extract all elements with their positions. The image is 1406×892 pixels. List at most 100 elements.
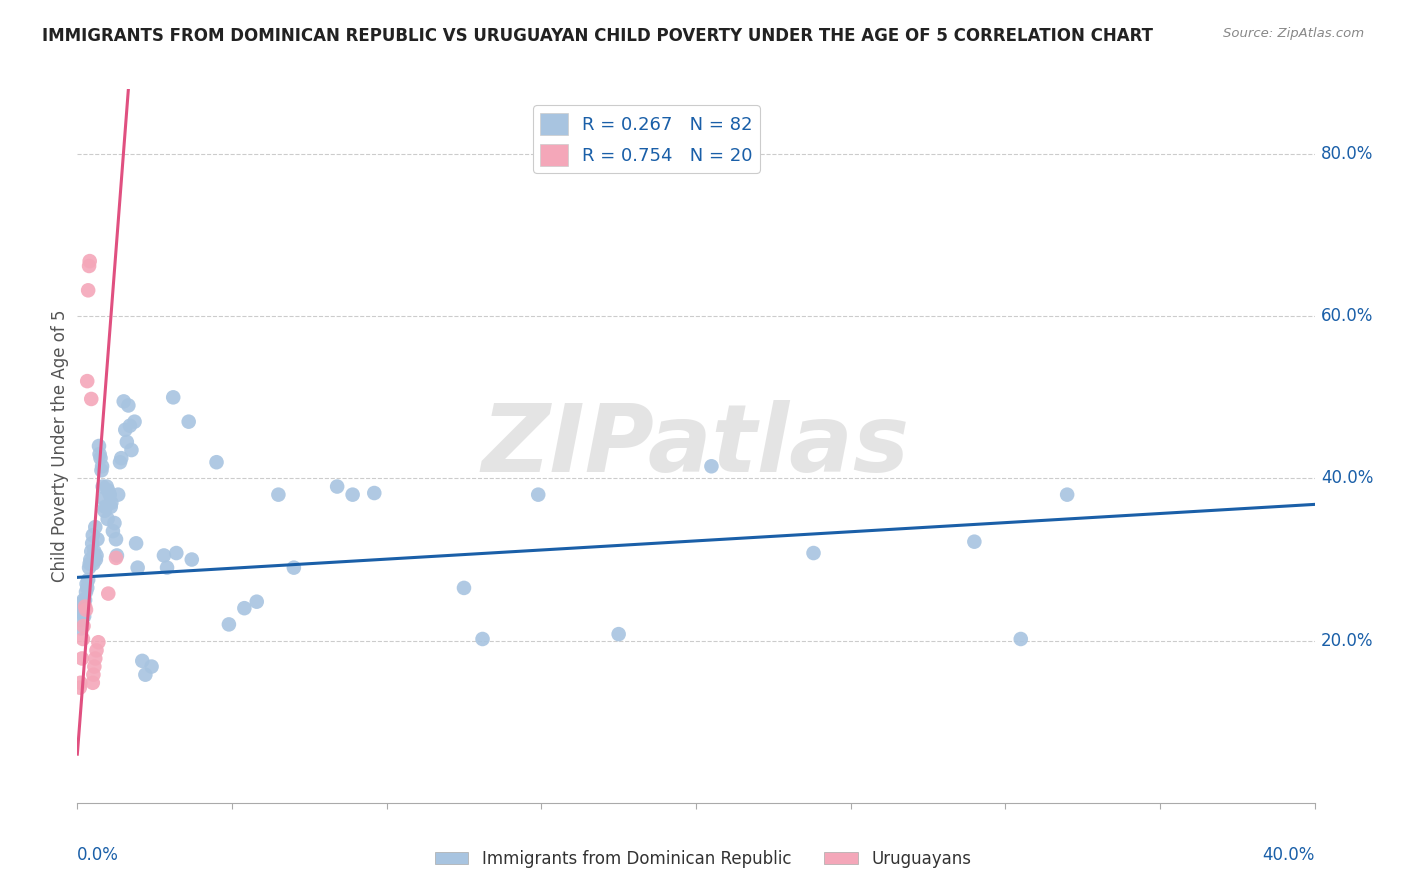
Y-axis label: Child Poverty Under the Age of 5: Child Poverty Under the Age of 5 — [51, 310, 69, 582]
Point — [1056, 488, 1078, 502]
Point — [72, 619, 94, 633]
Text: 80.0%: 80.0% — [1320, 145, 1374, 163]
Point — [97, 483, 120, 498]
Point — [98, 488, 121, 502]
Point — [527, 488, 550, 502]
Point — [283, 560, 305, 574]
Point — [80, 392, 103, 406]
Point — [86, 549, 108, 563]
Point — [180, 552, 202, 566]
Point — [218, 617, 240, 632]
Point — [77, 560, 100, 574]
Point — [177, 415, 200, 429]
Point — [84, 651, 107, 665]
Point — [115, 434, 138, 449]
Point — [86, 533, 108, 547]
Point — [72, 593, 94, 607]
Point — [83, 544, 105, 558]
Point — [246, 595, 269, 609]
Text: 40.0%: 40.0% — [1320, 469, 1374, 487]
Point — [70, 601, 93, 615]
Point — [73, 609, 96, 624]
Point — [110, 451, 132, 466]
Point — [108, 455, 131, 469]
Point — [75, 603, 97, 617]
Point — [79, 557, 101, 571]
Point — [700, 459, 723, 474]
Point — [453, 581, 475, 595]
Point — [70, 622, 93, 636]
Point — [103, 516, 125, 530]
Point — [363, 486, 385, 500]
Point — [82, 528, 104, 542]
Point — [112, 394, 135, 409]
Point — [77, 283, 100, 297]
Legend: Immigrants from Dominican Republic, Uruguayans: Immigrants from Dominican Republic, Urug… — [429, 844, 977, 875]
Point — [70, 651, 93, 665]
Point — [342, 488, 364, 502]
Point — [131, 654, 153, 668]
Point — [162, 390, 184, 404]
Point — [107, 488, 129, 502]
Point — [134, 667, 156, 681]
Point — [141, 659, 163, 673]
Point — [165, 546, 187, 560]
Point — [86, 643, 108, 657]
Point — [69, 613, 91, 627]
Point — [82, 675, 104, 690]
Point — [82, 536, 104, 550]
Point — [90, 463, 112, 477]
Point — [87, 635, 110, 649]
Point — [76, 374, 98, 388]
Point — [96, 479, 118, 493]
Point — [75, 599, 96, 614]
Point — [69, 681, 91, 695]
Point — [118, 418, 141, 433]
Point — [1010, 632, 1032, 646]
Text: 0.0%: 0.0% — [77, 846, 120, 863]
Point — [963, 534, 986, 549]
Point — [114, 423, 136, 437]
Point — [125, 536, 148, 550]
Point — [90, 451, 111, 466]
Text: 60.0%: 60.0% — [1320, 307, 1374, 326]
Point — [124, 415, 146, 429]
Text: Source: ZipAtlas.com: Source: ZipAtlas.com — [1223, 27, 1364, 40]
Point — [100, 500, 122, 514]
Point — [97, 586, 120, 600]
Legend: R = 0.267   N = 82, R = 0.754   N = 20: R = 0.267 N = 82, R = 0.754 N = 20 — [533, 105, 759, 173]
Point — [91, 459, 114, 474]
Text: IMMIGRANTS FROM DOMINICAN REPUBLIC VS URUGUAYAN CHILD POVERTY UNDER THE AGE OF 5: IMMIGRANTS FROM DOMINICAN REPUBLIC VS UR… — [42, 27, 1153, 45]
Point — [84, 552, 107, 566]
Point — [76, 577, 98, 591]
Point — [607, 627, 630, 641]
Point — [105, 550, 127, 565]
Point — [69, 597, 91, 611]
Point — [91, 479, 114, 493]
Point — [803, 546, 825, 560]
Point — [205, 455, 228, 469]
Point — [79, 552, 101, 566]
Point — [77, 259, 100, 273]
Point — [101, 524, 124, 538]
Point — [326, 479, 349, 493]
Point — [89, 447, 111, 461]
Text: 40.0%: 40.0% — [1263, 846, 1315, 863]
Point — [153, 549, 176, 563]
Point — [127, 560, 149, 574]
Text: 20.0%: 20.0% — [1320, 632, 1374, 649]
Point — [76, 581, 98, 595]
Point — [75, 585, 97, 599]
Point — [75, 593, 96, 607]
Point — [233, 601, 256, 615]
Point — [82, 667, 104, 681]
Point — [156, 560, 179, 574]
Point — [97, 512, 120, 526]
Point — [79, 254, 101, 268]
Point — [77, 573, 100, 587]
Point — [69, 675, 91, 690]
Point — [121, 443, 143, 458]
Point — [84, 520, 107, 534]
Point — [105, 533, 127, 547]
Point — [93, 504, 115, 518]
